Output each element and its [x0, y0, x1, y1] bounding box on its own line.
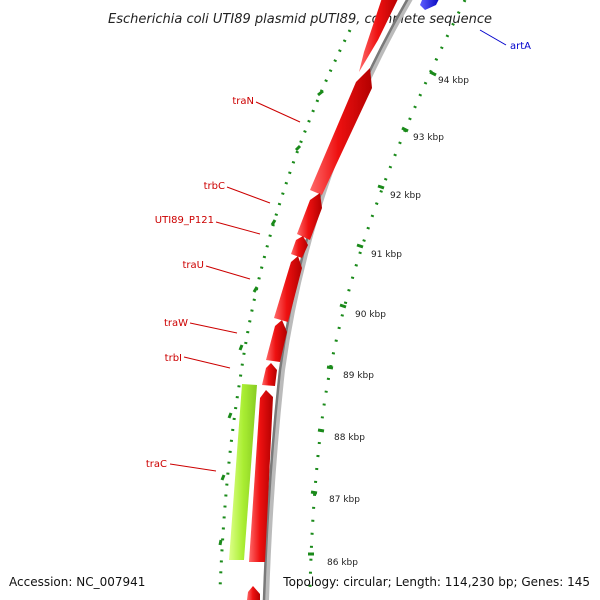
label-trbI: trbI [165, 353, 182, 364]
label-traW: traW [164, 318, 188, 329]
outer-dotted-ring [218, 29, 352, 591]
gene-arrow-bottom[interactable] [247, 586, 260, 600]
forward-genes [247, 0, 400, 600]
map-title: Escherichia coli UTI89 plasmid pUTI89, c… [108, 12, 492, 27]
tick-label-90: 90 kbp [355, 310, 386, 320]
gene-arrow-top[interactable] [359, 0, 400, 72]
tick-label-88: 88 kbp [334, 433, 365, 443]
tick-label-93: 93 kbp [413, 133, 444, 143]
accession-text: Accession: NC_007941 [9, 575, 145, 589]
outer-ring-dashes [218, 89, 324, 546]
gene-arrow-lower[interactable] [249, 390, 273, 562]
label-traC: traC [146, 459, 167, 470]
inner-ring-ticks [308, 70, 437, 556]
label-trbC: trbC [204, 181, 225, 192]
gene-arrow-trbC[interactable] [297, 193, 322, 240]
inner-dotted-ring [308, 0, 467, 591]
tick-label-92: 92 kbp [390, 191, 421, 201]
topology-summary: Topology: circular; Length: 114,230 bp; … [282, 575, 590, 589]
tick-label-87: 87 kbp [329, 495, 360, 505]
gene-arrow-trbI[interactable] [262, 363, 277, 386]
gene-arrow-traU[interactable] [274, 256, 302, 322]
tick-label-86: 86 kbp [327, 558, 358, 568]
label-artA: artA [510, 41, 531, 52]
label-traN: traN [232, 96, 254, 107]
gene-arrow-traC[interactable] [229, 384, 257, 560]
label-traU: traU [183, 260, 204, 271]
gene-arrow-traN[interactable] [310, 68, 372, 195]
gene-arrow-traW[interactable] [266, 320, 287, 362]
label-UTI89_P121: UTI89_P121 [155, 215, 214, 226]
tick-label-89: 89 kbp [343, 371, 374, 381]
gene-arrow-artA[interactable] [420, 0, 441, 10]
tick-label-91: 91 kbp [371, 250, 402, 260]
gene-arrow-UTI89_P121[interactable] [291, 236, 308, 258]
tick-label-94: 94 kbp [438, 76, 469, 86]
label-leaders [169, 29, 507, 472]
